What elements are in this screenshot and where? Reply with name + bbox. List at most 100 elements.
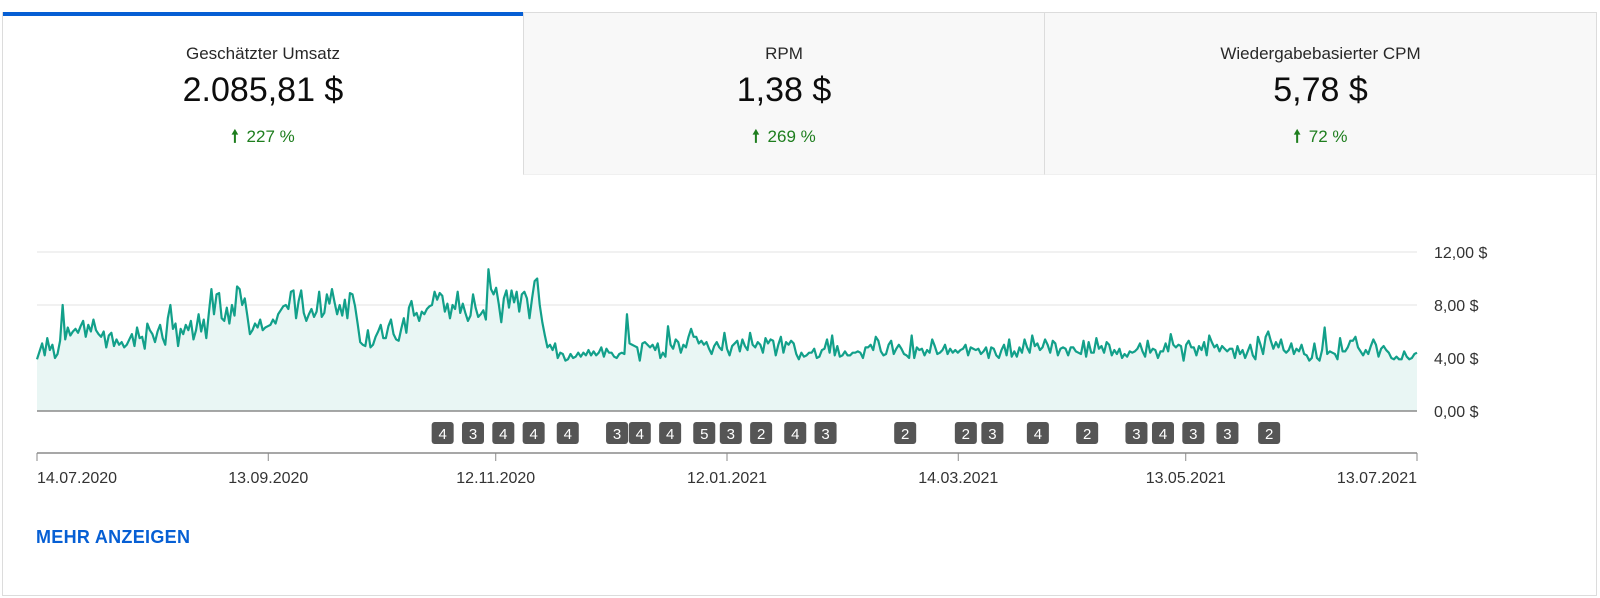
x-tick-label: 13.09.2020 — [228, 470, 308, 487]
event-marker-label: 5 — [700, 426, 708, 443]
event-marker-box — [659, 422, 682, 444]
tab-delta: 🠕 227 % — [3, 124, 523, 153]
event-marker: 2 — [750, 422, 773, 444]
event-marker: 3 — [606, 422, 629, 444]
tab-rpm[interactable]: RPM 1,38 $ 🠕 269 % — [523, 13, 1044, 175]
event-marker-box — [492, 422, 515, 444]
event-marker-box — [719, 422, 742, 444]
event-marker-label: 2 — [757, 426, 765, 443]
event-marker-label: 3 — [988, 426, 996, 443]
event-marker: 2 — [894, 422, 917, 444]
event-marker-label: 4 — [438, 426, 446, 443]
event-marker-label: 4 — [666, 426, 674, 443]
event-marker-box — [814, 422, 837, 444]
show-more-link[interactable]: MEHR ANZEIGEN — [36, 527, 191, 547]
event-marker-label: 4 — [564, 426, 572, 443]
event-marker-box — [461, 422, 484, 444]
event-marker-box — [1258, 422, 1281, 444]
tab-value: 1,38 $ — [736, 71, 832, 109]
analytics-card: Geschätzter Umsatz 2.085,81 $ 🠕 227 % RPM… — [2, 12, 1597, 596]
event-marker: 4 — [784, 422, 807, 444]
tab-label: Geschätzter Umsatz — [186, 44, 340, 63]
series-area — [37, 269, 1417, 411]
event-marker: 3 — [719, 422, 742, 444]
metric-tabs: Geschätzter Umsatz 2.085,81 $ 🠕 227 % RPM… — [3, 12, 1596, 175]
y-tick-label: 8,00 $ — [1434, 298, 1479, 315]
event-marker: 3 — [1182, 422, 1205, 444]
event-marker-label: 2 — [901, 426, 909, 443]
tab-delta-value: 72 % — [1308, 127, 1348, 146]
event-marker: 4 — [492, 422, 515, 444]
event-marker: 4 — [522, 422, 545, 444]
arrow-up-icon: 🠕 — [1293, 127, 1301, 146]
event-marker-box — [693, 422, 716, 444]
event-marker-box — [1182, 422, 1205, 444]
tab-playback-cpm[interactable]: Wiedergabebasierter CPM 5,78 $ 🠕 72 % — [1044, 13, 1596, 175]
event-marker-box — [522, 422, 545, 444]
event-marker-label: 4 — [1034, 426, 1042, 443]
event-marker-box — [1076, 422, 1099, 444]
event-marker-box — [981, 422, 1004, 444]
x-tick-label: 13.05.2021 — [1146, 470, 1226, 487]
event-marker: 2 — [1258, 422, 1281, 444]
tab-estimated-revenue[interactable]: Geschätzter Umsatz 2.085,81 $ 🠕 227 % — [3, 12, 523, 175]
y-tick-label: 12,00 $ — [1434, 245, 1487, 262]
event-marker-box — [1125, 422, 1148, 444]
tab-value: 2.085,81 $ — [182, 71, 344, 109]
event-marker-label: 3 — [727, 426, 735, 443]
event-marker-box — [1216, 422, 1239, 444]
event-marker: 2 — [1076, 422, 1099, 444]
event-marker-label: 3 — [469, 426, 477, 443]
event-marker-label: 2 — [1083, 426, 1091, 443]
event-marker-label: 3 — [1223, 426, 1231, 443]
event-marker-box — [954, 422, 977, 444]
event-marker-box — [606, 422, 629, 444]
tab-delta-value: 269 % — [767, 127, 816, 146]
series-line — [35, 268, 1418, 362]
event-marker-box — [750, 422, 773, 444]
event-marker: 3 — [1125, 422, 1148, 444]
event-marker: 4 — [628, 422, 651, 444]
event-marker: 5 — [693, 422, 716, 444]
event-marker-box — [894, 422, 917, 444]
arrow-up-icon: 🠕 — [231, 127, 239, 146]
event-marker: 4 — [659, 422, 682, 444]
event-marker: 4 — [556, 422, 579, 444]
event-marker-box — [556, 422, 579, 444]
event-marker-label: 2 — [1265, 426, 1273, 443]
event-marker-box — [431, 422, 454, 444]
arrow-up-icon: 🠕 — [752, 127, 760, 146]
event-marker-label: 3 — [613, 426, 621, 443]
tab-label: RPM — [765, 44, 803, 63]
y-tick-label: 0,00 $ — [1434, 404, 1479, 421]
event-marker: 3 — [461, 422, 484, 444]
tab-delta-value: 227 % — [246, 127, 295, 146]
y-tick-label: 4,00 $ — [1434, 351, 1479, 368]
event-marker-label: 4 — [791, 426, 799, 443]
event-marker-label: 3 — [1132, 426, 1140, 443]
event-marker-label: 4 — [499, 426, 507, 443]
event-marker: 3 — [1216, 422, 1239, 444]
event-marker-label: 3 — [1189, 426, 1197, 443]
event-marker-box — [784, 422, 807, 444]
x-tick-label: 12.01.2021 — [687, 470, 767, 487]
tab-delta: 🠕 72 % — [1045, 124, 1596, 153]
event-marker-label: 4 — [1159, 426, 1167, 443]
tab-label: Wiedergabebasierter CPM — [1220, 44, 1421, 63]
event-marker: 3 — [981, 422, 1004, 444]
event-marker: 4 — [431, 422, 454, 444]
event-marker-box — [1151, 422, 1174, 444]
x-tick-label: 12.11.2020 — [456, 470, 535, 487]
x-tick-label: 14.07.2020 — [37, 470, 117, 487]
tab-value: 5,78 $ — [1273, 71, 1368, 109]
event-marker: 2 — [954, 422, 977, 444]
x-tick-label: 14.03.2021 — [918, 470, 998, 487]
event-marker: 4 — [1026, 422, 1049, 444]
event-marker-label: 2 — [962, 426, 970, 443]
x-tick-label: 13.07.2021 — [1337, 470, 1417, 487]
event-marker-box — [628, 422, 651, 444]
event-marker: 4 — [1151, 422, 1174, 444]
event-marker-label: 4 — [529, 426, 537, 443]
event-marker-label: 4 — [636, 426, 644, 443]
